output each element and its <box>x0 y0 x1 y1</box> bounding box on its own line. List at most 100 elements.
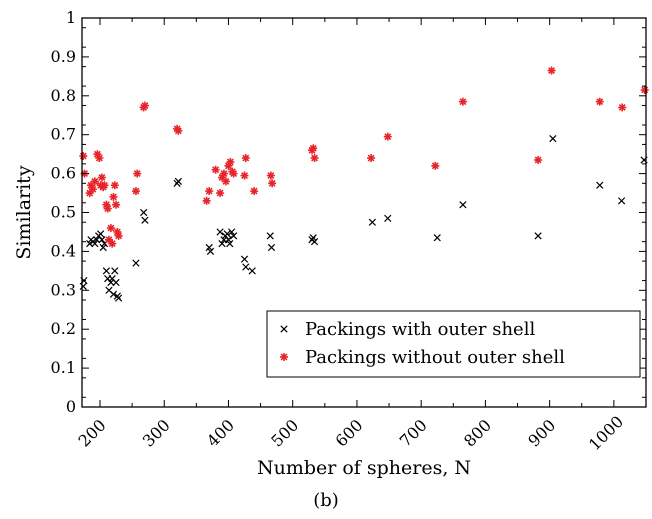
data-point-star-marker <box>114 231 123 240</box>
data-point-x-marker <box>97 230 105 238</box>
y-axis-title: Similarity <box>13 165 35 259</box>
data-point-x-marker <box>384 214 392 222</box>
data-point-star-marker <box>100 181 109 190</box>
data-point-x-marker <box>229 232 238 240</box>
data-point-x-marker <box>141 216 149 224</box>
data-point-x-marker <box>223 230 231 238</box>
data-point-x-marker <box>228 228 236 236</box>
data-point-star-marker <box>133 169 142 178</box>
legend-label: Packings with outer shell <box>305 319 535 340</box>
data-point-star-marker <box>108 239 117 248</box>
y-tick-label: 0.4 <box>51 241 76 260</box>
legend-entry: Packings without outer shell <box>280 347 565 368</box>
data-marks <box>79 66 649 302</box>
data-point-star-marker <box>595 97 604 106</box>
series-without-outer-shell <box>79 66 649 248</box>
data-point-star-marker <box>431 161 440 170</box>
data-point-x-marker <box>218 239 226 248</box>
data-point-star-marker <box>458 97 467 106</box>
data-point-x-marker <box>549 134 557 143</box>
y-tick-label: 0.6 <box>51 164 76 183</box>
axis-ticks: 0 0.1 0.2 0.3 0.4 0.5 0.6 0.7 0.8 0.9 1 200 300 400 50… <box>51 8 647 454</box>
data-point-x-marker <box>91 239 99 248</box>
data-point-x-marker <box>205 243 213 252</box>
data-point-x-marker <box>224 236 233 244</box>
data-point-x-marker <box>266 232 274 240</box>
data-point-x-marker <box>267 243 276 252</box>
data-point-x-marker <box>433 234 441 242</box>
data-point-star-marker <box>309 144 318 153</box>
data-point-x-marker <box>248 267 256 275</box>
data-point-star-marker <box>241 154 250 163</box>
data-point-x-marker <box>99 243 107 252</box>
data-point-star-marker <box>226 157 235 166</box>
data-point-star-marker <box>112 200 121 209</box>
data-point-star-marker <box>79 152 88 161</box>
data-point-star-marker <box>547 66 556 75</box>
data-point-star-marker <box>140 101 149 110</box>
data-point-x-marker <box>242 263 250 271</box>
data-point-star-marker <box>229 169 238 178</box>
x-tick-label: 700 <box>396 416 431 451</box>
data-point-star-marker <box>221 177 230 186</box>
data-point-x-marker <box>79 282 87 291</box>
data-point-star-marker <box>110 181 119 190</box>
x-tick-label: 600 <box>332 416 367 451</box>
data-point-star-marker <box>534 155 543 164</box>
y-tick-label: 0 <box>66 397 76 416</box>
x-tick-label: 1000 <box>585 412 627 454</box>
y-tick-label: 0.2 <box>51 319 76 338</box>
data-point-star-marker <box>174 126 183 135</box>
data-point-x-marker <box>596 181 604 189</box>
data-point-star-marker <box>310 154 319 163</box>
data-point-x-marker <box>140 208 148 217</box>
y-tick-label: 0.5 <box>51 203 76 222</box>
x-axis-title: Number of spheres, N <box>257 457 471 479</box>
data-point-star-marker <box>280 353 288 361</box>
data-point-star-marker <box>205 187 214 196</box>
x-tick-label: 800 <box>460 416 495 451</box>
data-point-x-marker <box>114 294 123 302</box>
y-tick-label: 0.8 <box>51 86 76 105</box>
legend-label: Packings without outer shell <box>305 347 565 368</box>
data-point-star-marker <box>367 154 376 163</box>
data-point-x-marker <box>617 197 626 205</box>
data-point-x-marker <box>280 325 288 333</box>
data-point-star-marker <box>97 173 106 182</box>
data-point-x-marker <box>226 239 234 248</box>
y-tick-label: 0.1 <box>51 358 76 377</box>
data-point-star-marker <box>618 103 627 112</box>
x-tick-label: 500 <box>267 416 302 451</box>
data-point-x-marker <box>111 267 119 275</box>
figure-caption: (b) <box>313 490 339 511</box>
legend: Packings with outer shell Packings withou… <box>266 310 641 378</box>
data-point-star-marker <box>103 204 112 213</box>
x-tick-label: 300 <box>139 416 174 451</box>
data-point-x-marker <box>206 247 215 256</box>
data-point-x-marker <box>309 234 317 242</box>
data-point-star-marker <box>106 224 115 233</box>
data-point-x-marker <box>93 236 101 244</box>
data-point-star-marker <box>219 169 228 178</box>
data-point-star-marker <box>240 171 249 180</box>
legend-box <box>266 310 641 378</box>
data-point-star-marker <box>268 179 277 188</box>
series-with-outer-shell <box>79 134 648 302</box>
data-point-x-marker <box>310 238 319 246</box>
data-point-star-marker <box>95 154 104 163</box>
data-point-star-marker <box>90 177 99 186</box>
x-tick-label: 200 <box>75 416 110 451</box>
data-point-x-marker <box>98 236 106 244</box>
data-point-star-marker <box>202 196 211 205</box>
y-tick-label: 0.9 <box>51 47 76 66</box>
data-point-star-marker <box>383 132 392 141</box>
data-point-star-marker <box>131 187 140 196</box>
data-point-x-marker <box>534 232 542 240</box>
data-point-star-marker <box>640 85 649 94</box>
data-point-star-marker <box>266 171 275 180</box>
data-point-x-marker <box>112 278 120 287</box>
y-tick-label: 1 <box>66 8 76 27</box>
data-point-star-marker <box>250 187 259 196</box>
data-point-x-marker <box>240 255 249 263</box>
